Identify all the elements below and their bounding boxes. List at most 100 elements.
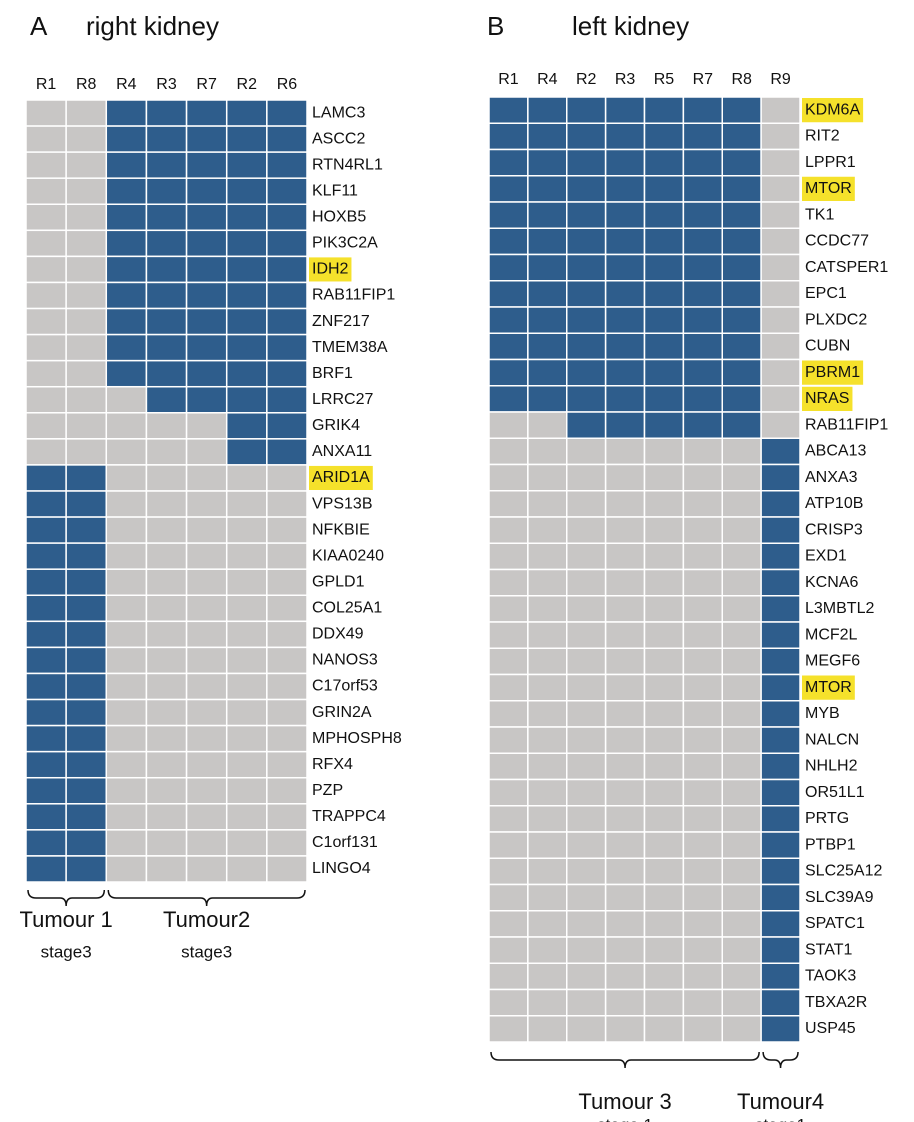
cell bbox=[185, 594, 228, 623]
cell bbox=[185, 542, 228, 570]
column-label: R8 bbox=[76, 76, 97, 93]
cell bbox=[760, 280, 801, 308]
cell bbox=[185, 490, 228, 518]
gene-label: GPLD1 bbox=[312, 573, 365, 590]
cell bbox=[527, 568, 568, 597]
gene-highlight bbox=[802, 176, 855, 201]
cell bbox=[65, 99, 108, 127]
cell bbox=[760, 542, 801, 571]
cell bbox=[266, 438, 308, 466]
cell bbox=[65, 698, 108, 727]
cell bbox=[25, 698, 67, 727]
gene-label: MTOR bbox=[805, 679, 852, 696]
cell bbox=[185, 412, 228, 440]
cell bbox=[488, 516, 529, 544]
group-brace bbox=[27, 889, 106, 907]
cell bbox=[488, 542, 529, 571]
cell bbox=[566, 201, 607, 229]
column-label: R7 bbox=[693, 71, 714, 88]
cell bbox=[185, 151, 228, 179]
cell bbox=[760, 568, 801, 597]
cell bbox=[721, 883, 762, 912]
gene-label: DDX49 bbox=[312, 626, 364, 643]
cell bbox=[643, 910, 685, 938]
cell bbox=[225, 724, 268, 753]
cell bbox=[527, 516, 568, 544]
cell bbox=[488, 306, 529, 334]
cell bbox=[604, 332, 646, 361]
cell bbox=[566, 148, 607, 177]
gene-label: SLC39A9 bbox=[805, 889, 874, 906]
cell bbox=[488, 175, 529, 203]
cell bbox=[643, 385, 685, 413]
cell bbox=[527, 831, 568, 859]
cell bbox=[527, 358, 568, 387]
cell bbox=[488, 752, 529, 781]
cell bbox=[721, 805, 762, 833]
cell bbox=[225, 255, 268, 284]
cell bbox=[225, 490, 268, 518]
cell bbox=[105, 125, 148, 153]
cell bbox=[145, 803, 188, 831]
cell bbox=[185, 385, 228, 414]
cell bbox=[225, 151, 268, 179]
cell bbox=[721, 332, 762, 361]
cell bbox=[566, 122, 607, 151]
cell bbox=[527, 962, 568, 991]
cell bbox=[604, 542, 646, 571]
panel-title: left kidney bbox=[572, 11, 689, 41]
cell bbox=[488, 857, 529, 886]
gene-label: ASCC2 bbox=[312, 130, 365, 147]
gene-label: KDM6A bbox=[805, 101, 860, 118]
cell bbox=[105, 620, 148, 649]
cell bbox=[266, 255, 308, 284]
cell bbox=[604, 227, 646, 256]
cell bbox=[721, 253, 762, 282]
cell bbox=[65, 464, 108, 492]
cell bbox=[643, 831, 685, 859]
cell bbox=[25, 229, 67, 258]
gene-label: SPATC1 bbox=[805, 915, 865, 932]
cell bbox=[604, 463, 646, 492]
cell bbox=[225, 516, 268, 544]
cell bbox=[682, 175, 723, 203]
cell bbox=[566, 805, 607, 833]
cell bbox=[643, 778, 685, 807]
cell bbox=[225, 620, 268, 649]
column-label: R5 bbox=[654, 71, 675, 88]
cell bbox=[604, 988, 646, 1017]
cell bbox=[105, 307, 148, 336]
cell bbox=[25, 177, 67, 206]
cell bbox=[185, 177, 228, 206]
cell bbox=[266, 568, 308, 597]
cell bbox=[721, 463, 762, 492]
cell bbox=[527, 148, 568, 177]
gene-label: GRIN2A bbox=[312, 704, 372, 721]
cell bbox=[604, 673, 646, 702]
cell bbox=[488, 568, 529, 597]
column-label: R3 bbox=[615, 71, 636, 88]
cell bbox=[25, 125, 67, 153]
group-stage: stage 1 bbox=[597, 1115, 653, 1122]
cell bbox=[682, 805, 723, 833]
cell bbox=[527, 883, 568, 912]
cell bbox=[760, 936, 801, 964]
cell bbox=[527, 910, 568, 938]
gene-label: RTN4RL1 bbox=[312, 156, 383, 173]
cell bbox=[488, 910, 529, 938]
cell bbox=[65, 855, 108, 883]
gene-label: BRF1 bbox=[312, 365, 353, 382]
cell bbox=[145, 620, 188, 649]
cell bbox=[643, 148, 685, 177]
cell bbox=[25, 255, 67, 284]
cell bbox=[488, 936, 529, 964]
cell bbox=[760, 122, 801, 151]
cell bbox=[145, 203, 188, 232]
cell bbox=[65, 177, 108, 206]
cell bbox=[185, 229, 228, 258]
cell bbox=[760, 595, 801, 623]
gene-label: NALCN bbox=[805, 731, 859, 748]
group-brace bbox=[490, 1051, 760, 1069]
cell bbox=[566, 227, 607, 256]
